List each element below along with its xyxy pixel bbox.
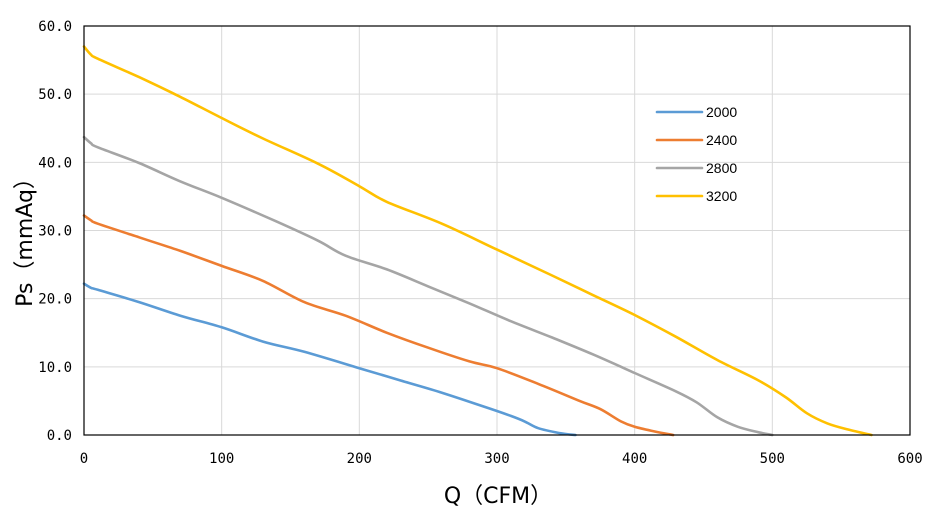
x-axis-title: Q（CFM） xyxy=(444,484,552,509)
y-tick-label: 50.0 xyxy=(38,87,72,103)
legend-label-2800: 2800 xyxy=(706,160,737,176)
series-lines xyxy=(82,45,873,437)
y-axis-title: Ps（mmAq） xyxy=(13,167,38,307)
legend-label-3200: 3200 xyxy=(706,188,737,204)
x-tick-label: 400 xyxy=(622,451,647,467)
series-line-2800 xyxy=(82,135,774,437)
legend: 2000 2400 2800 3200 xyxy=(655,104,737,204)
y-tick-label: 60.0 xyxy=(38,19,72,35)
x-tick-label: 100 xyxy=(209,451,234,467)
x-tick-label: 0 xyxy=(80,451,88,467)
legend-label-2400: 2400 xyxy=(706,132,737,148)
y-tick-label: 0.0 xyxy=(47,428,72,444)
y-tick-label: 10.0 xyxy=(38,360,72,376)
x-tick-label: 500 xyxy=(760,451,785,467)
y-tick-labels: 0.0 10.0 20.0 30.0 40.0 50.0 60.0 xyxy=(38,19,72,444)
x-tick-label: 300 xyxy=(484,451,509,467)
series-line-3200 xyxy=(82,45,873,437)
plot-border xyxy=(83,25,911,436)
grid-lines xyxy=(83,25,911,436)
x-tick-label: 600 xyxy=(897,451,922,467)
x-tick-label: 200 xyxy=(347,451,372,467)
x-tick-labels: 0 100 200 300 400 500 600 xyxy=(80,451,923,467)
y-tick-label: 40.0 xyxy=(38,155,72,171)
y-tick-label: 20.0 xyxy=(38,292,72,308)
series-line-2000 xyxy=(82,282,577,437)
series-line-2400 xyxy=(82,214,675,437)
legend-label-2000: 2000 xyxy=(706,104,737,120)
y-tick-label: 30.0 xyxy=(38,224,72,240)
